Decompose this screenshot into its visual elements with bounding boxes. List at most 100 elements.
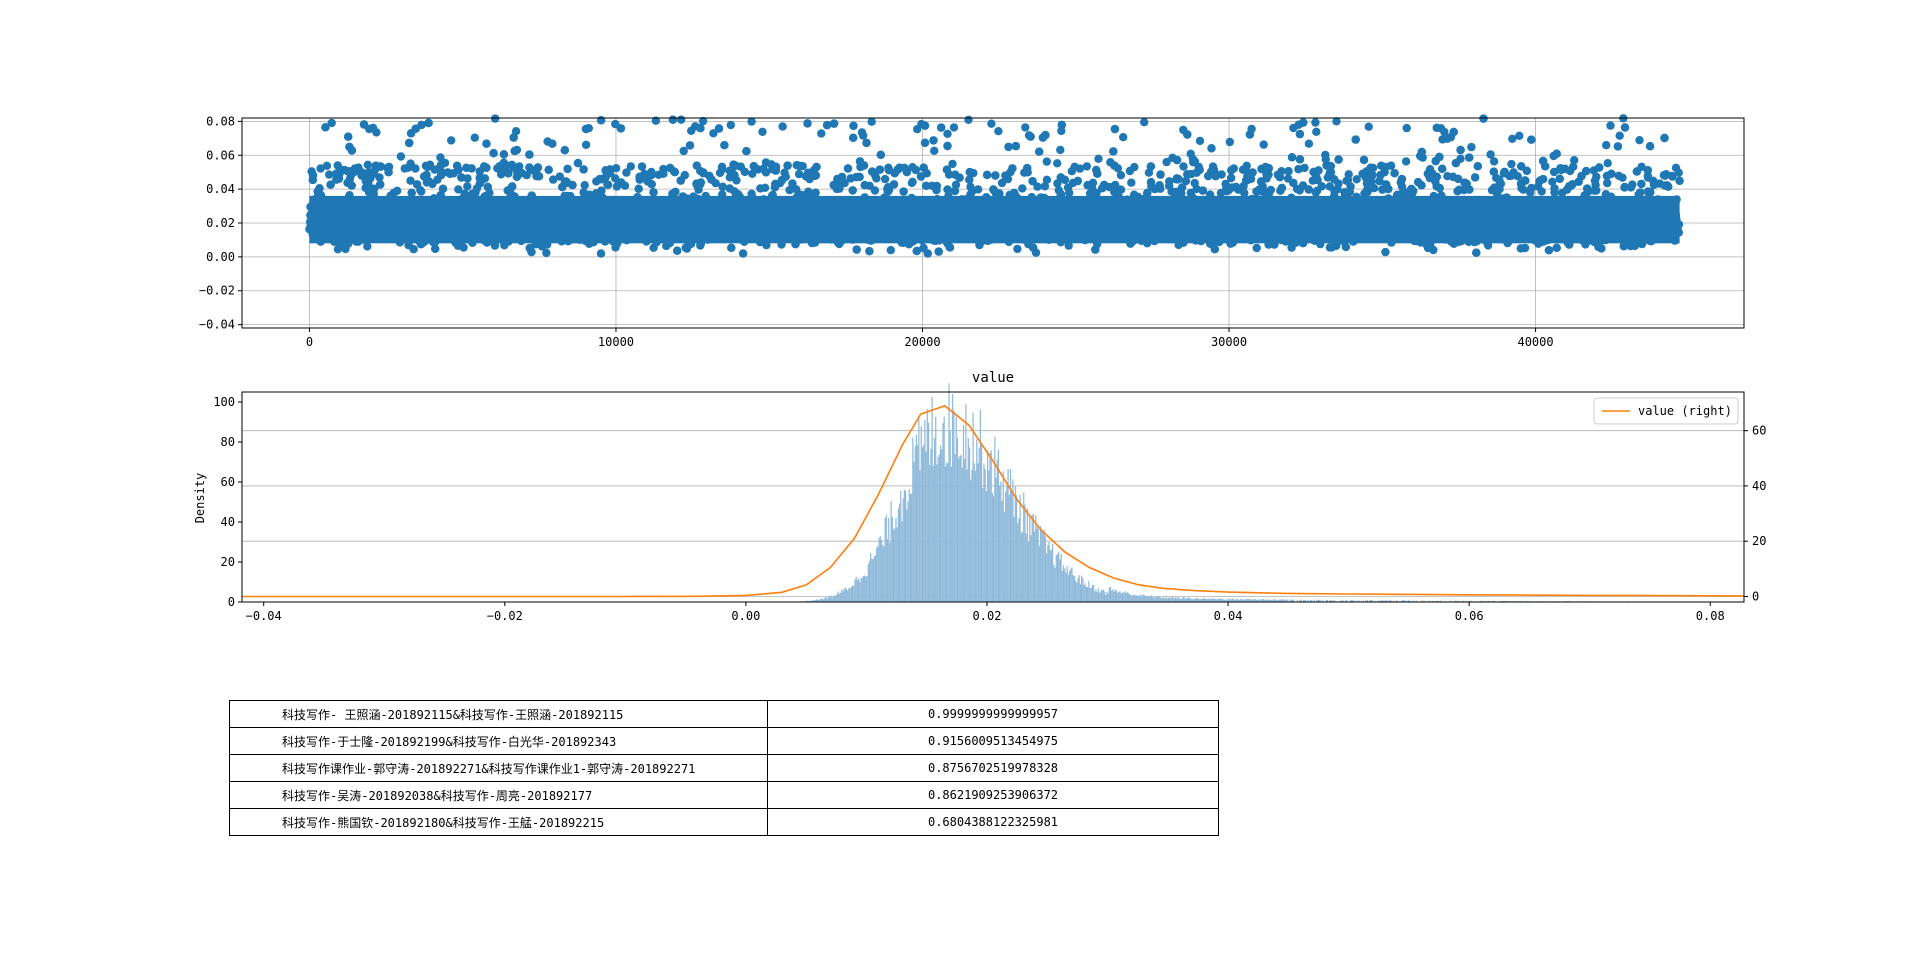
scatter-point: [542, 248, 551, 258]
scatter-point: [1162, 157, 1171, 167]
scatter-point: [1116, 171, 1126, 180]
scatter-point: [1140, 118, 1149, 127]
scatter-point: [1369, 184, 1379, 193]
scatter-point: [1417, 147, 1427, 157]
scatter-point: [725, 184, 734, 193]
scatter-point: [1449, 127, 1458, 137]
scatter-point: [1094, 154, 1103, 163]
scatter-point: [964, 115, 973, 125]
scatter-point: [1660, 181, 1670, 190]
scatter-point: [1537, 187, 1546, 196]
scatter-point: [1225, 137, 1235, 147]
scatter-point: [1082, 162, 1092, 171]
scatter-point: [1364, 122, 1373, 131]
scatter-point: [1615, 131, 1624, 140]
scatter-point: [611, 164, 621, 173]
scatter-point: [573, 158, 583, 168]
scatter-point: [1245, 130, 1255, 139]
scatter-point: [1204, 171, 1213, 181]
scatter-point: [671, 187, 680, 197]
scatter-point: [1127, 178, 1136, 187]
scatter-point: [511, 127, 521, 136]
scatter-point: [1453, 187, 1462, 196]
scatter-point: [1227, 166, 1236, 175]
scatter-point: [805, 174, 814, 184]
scatter-point: [596, 116, 606, 125]
scatter-point: [727, 243, 736, 252]
scatter-point: [327, 118, 336, 128]
scatter-point: [1603, 178, 1612, 188]
scatter-point: [1181, 176, 1191, 186]
scatter-point: [611, 174, 620, 183]
scatter-point: [1660, 133, 1669, 143]
scatter-point: [1304, 139, 1314, 148]
scatter-point: [463, 182, 472, 191]
scatter-point: [1550, 184, 1559, 193]
scatter-point: [396, 152, 406, 161]
scatter-point: [1334, 155, 1343, 164]
scatter-plot: 0 10000 20000 30000 40000 −0.04−0.020.000.02…: [199, 114, 1745, 349]
scatter-point: [344, 132, 353, 141]
scatter-point: [1125, 166, 1135, 176]
scatter-point: [867, 117, 876, 126]
scatter-point: [1287, 153, 1297, 162]
scatter-point: [634, 184, 643, 193]
scatter-point: [496, 170, 506, 179]
scatter-point: [1304, 185, 1313, 194]
scatter-point: [849, 133, 858, 142]
scatter-point: [747, 117, 756, 126]
scatter-point: [1093, 169, 1102, 178]
scatter-point: [491, 114, 500, 123]
scatter-point: [681, 243, 690, 252]
scatter-point: [886, 245, 895, 255]
scatter-point: [470, 133, 479, 142]
scatter-point: [549, 175, 558, 184]
scatter-points: [305, 114, 1684, 258]
scatter-point: [325, 170, 334, 179]
scatter-point: [920, 138, 930, 147]
scatter-point: [1003, 174, 1013, 184]
scatter-point: [1040, 182, 1050, 191]
scatter-point: [436, 153, 445, 162]
scatter-point: [1033, 182, 1042, 191]
scatter-point: [400, 164, 409, 173]
scatter-point: [1645, 142, 1655, 151]
scatter-point: [1643, 173, 1653, 182]
scatter-point: [1674, 168, 1683, 177]
scatter-point: [679, 146, 688, 156]
scatter-point: [1179, 162, 1188, 171]
scatter-point: [943, 185, 952, 194]
scatter-point: [1619, 242, 1629, 251]
scatter-point: [1190, 178, 1199, 188]
scatter-point: [1516, 244, 1526, 253]
scatter-point: [1359, 155, 1369, 165]
scatter-point: [1628, 180, 1637, 189]
scatter-point: [649, 188, 658, 197]
scatter-point: [1620, 182, 1629, 192]
scatter-point: [1321, 155, 1331, 164]
scatter-point: [778, 122, 787, 131]
scatter-point: [1056, 145, 1065, 155]
scatter-point: [580, 181, 589, 190]
scatter-point: [626, 162, 635, 171]
scatter-point: [803, 168, 813, 177]
scatter-point: [1402, 123, 1411, 133]
scatter-point: [333, 245, 343, 254]
scatter-point: [368, 123, 378, 133]
scatter-point: [617, 178, 626, 187]
scatter-point: [322, 161, 332, 170]
scatter-point: [1341, 242, 1351, 252]
scatter-point: [908, 177, 917, 186]
scatter-point: [454, 185, 463, 194]
scatter-point: [407, 188, 416, 197]
scatter-point: [859, 131, 868, 140]
scatter-point: [1057, 126, 1066, 136]
scatter-point: [1675, 176, 1684, 185]
scatter-point: [982, 170, 992, 180]
scatter-point: [1438, 164, 1447, 173]
scatter-point: [555, 172, 564, 181]
scatter-point: [738, 249, 748, 258]
scatter-point: [1401, 157, 1411, 166]
scatter-point: [406, 176, 415, 185]
scatter-point: [411, 164, 420, 173]
